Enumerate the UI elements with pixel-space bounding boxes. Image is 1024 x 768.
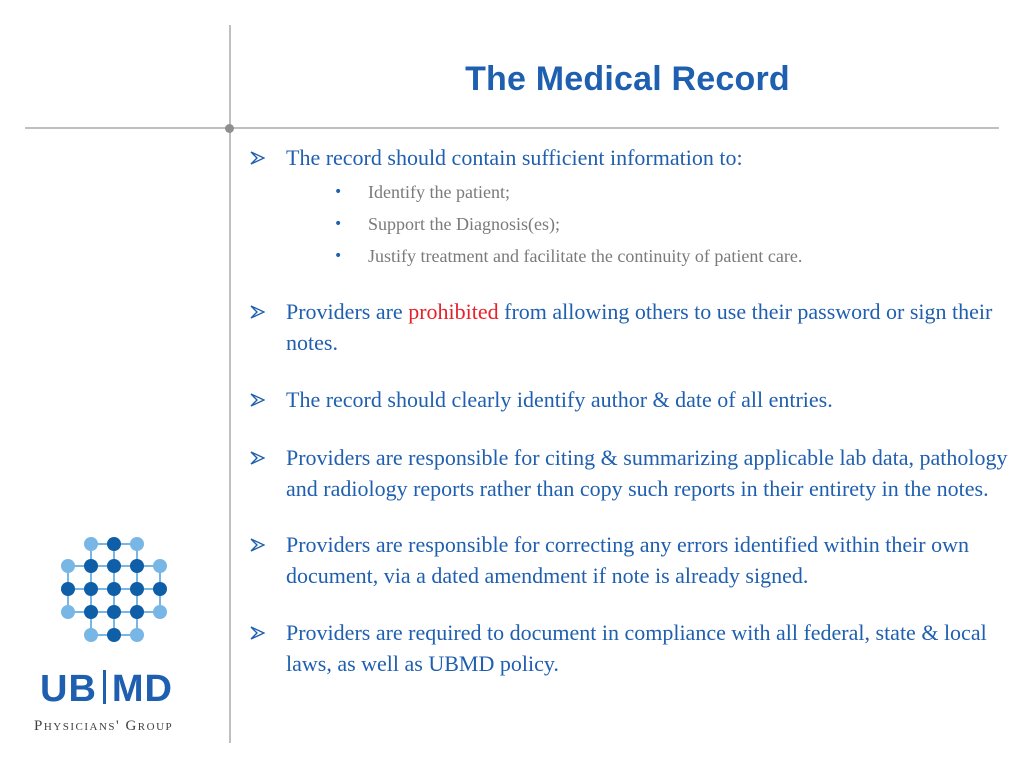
bullet-text: The record should contain sufficient inf…	[286, 145, 743, 170]
bullet-text-post: from allowing others to use their passwo…	[286, 299, 993, 355]
sub-bullet-text: Identify the patient;	[368, 182, 510, 202]
arrow-bullet-icon	[250, 142, 268, 173]
slide-title: The Medical Record	[465, 60, 790, 98]
wordmark-right: MD	[111, 668, 173, 710]
bullet-text: Providers are required to document in co…	[286, 620, 987, 676]
bullet-item-4: Providers are responsible for citing & s…	[250, 442, 1010, 504]
horizontal-divider	[25, 127, 999, 129]
divider-junction-dot	[225, 124, 234, 133]
arrow-bullet-icon	[250, 442, 268, 473]
bullet-item-1: The record should contain sufficient inf…	[250, 142, 1010, 272]
wordmark-separator	[102, 670, 106, 704]
sub-bullet-item: • Justify treatment and facilitate the co…	[286, 240, 1010, 272]
bullet-item-2: Providers are prohibited from allowing o…	[250, 296, 1010, 358]
dot-bullet-icon: •	[334, 184, 343, 200]
sub-bullet-item: • Identify the patient;	[286, 176, 1010, 208]
bullet-list: The record should contain sufficient inf…	[250, 142, 1010, 679]
sub-bullet-text: Support the Diagnosis(es);	[368, 214, 560, 234]
prohibited-highlight: prohibited	[408, 299, 499, 324]
bullet-text: Providers are responsible for correcting…	[286, 532, 970, 588]
arrow-bullet-icon	[250, 529, 268, 560]
logo-subtitle: Physicians' Group	[34, 718, 174, 734]
arrow-bullet-icon	[250, 296, 268, 327]
bullet-item-6: Providers are required to document in co…	[250, 617, 1010, 679]
wordmark-left: UB	[40, 668, 97, 710]
sub-bullet-list: • Identify the patient; • Support the Diag…	[286, 176, 1010, 272]
bullet-text-pre: Providers are	[286, 299, 409, 324]
ubmd-molecule-logo	[61, 537, 167, 642]
bullet-item-3: The record should clearly identify autho…	[250, 384, 1010, 415]
vertical-divider	[229, 25, 231, 743]
bullet-text: The record should clearly identify autho…	[286, 387, 833, 412]
arrow-bullet-icon	[250, 617, 268, 648]
sub-bullet-text: Justify treatment and facilitate the con…	[368, 246, 803, 266]
sub-bullet-item: • Support the Diagnosis(es);	[286, 208, 1010, 240]
arrow-bullet-icon	[250, 384, 268, 415]
dot-bullet-icon: •	[334, 248, 343, 264]
dot-bullet-icon: •	[334, 216, 343, 232]
bullet-text: Providers are responsible for citing & s…	[286, 445, 1008, 501]
ubmd-wordmark: UB MD	[40, 668, 190, 711]
bullet-item-5: Providers are responsible for correcting…	[250, 529, 1010, 591]
